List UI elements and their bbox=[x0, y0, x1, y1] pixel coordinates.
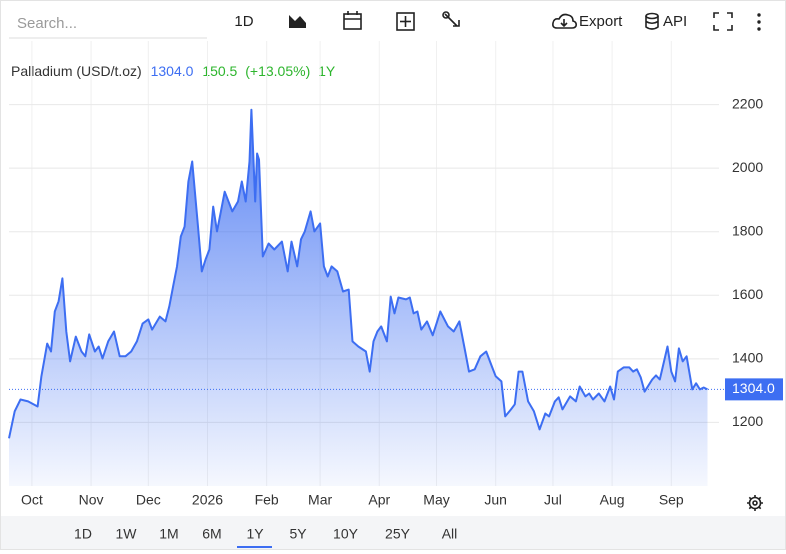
legend-change: 150.5 bbox=[202, 63, 237, 79]
fullscreen-button[interactable] bbox=[713, 12, 733, 31]
legend-period: 1Y bbox=[318, 63, 336, 79]
x-tick-label: Jul bbox=[544, 492, 562, 508]
current-value-label: 1304.0 bbox=[732, 380, 775, 396]
x-tick-label: Mar bbox=[308, 492, 332, 508]
range-bar bbox=[1, 516, 785, 549]
range-button[interactable]: 6M bbox=[202, 526, 221, 542]
api-button[interactable]: API bbox=[645, 12, 687, 30]
chart-type-button[interactable] bbox=[289, 15, 306, 28]
x-tick-label: Feb bbox=[255, 492, 279, 508]
chart-settings-button[interactable] bbox=[747, 495, 763, 511]
current-value-badge bbox=[725, 378, 783, 401]
legend-price: 1304.0 bbox=[151, 63, 194, 79]
compare-button[interactable] bbox=[396, 12, 415, 31]
range-button[interactable]: 25Y bbox=[385, 526, 411, 542]
menu-button[interactable] bbox=[757, 13, 761, 31]
y-tick-label: 1600 bbox=[732, 286, 763, 302]
legend-series: Palladium (USD/t.oz) bbox=[11, 63, 142, 79]
settings-tool-button[interactable] bbox=[442, 11, 460, 27]
range-button[interactable]: 1D bbox=[74, 526, 92, 542]
y-tick-label: 2200 bbox=[732, 95, 763, 111]
legend: Palladium (USD/t.oz) 1304.0 150.5 (+13.0… bbox=[11, 63, 336, 79]
export-button[interactable]: Export bbox=[552, 13, 623, 30]
range-button[interactable]: 1Y bbox=[246, 526, 264, 542]
api-label[interactable]: API bbox=[663, 13, 687, 30]
x-tick-label: May bbox=[423, 492, 449, 508]
x-tick-label: Jun bbox=[484, 492, 507, 508]
x-tick-label: Sep bbox=[659, 492, 684, 508]
y-tick-label: 1400 bbox=[732, 350, 763, 366]
range-button[interactable]: 1M bbox=[159, 526, 178, 542]
range-button[interactable]: 5Y bbox=[289, 526, 307, 542]
y-tick-label: 2000 bbox=[732, 159, 763, 175]
y-tick-label: 1200 bbox=[732, 413, 763, 429]
search-box[interactable]: Search... bbox=[17, 15, 77, 32]
x-tick-label: Aug bbox=[600, 492, 625, 508]
x-tick-label: Nov bbox=[79, 492, 104, 508]
export-label[interactable]: Export bbox=[579, 13, 623, 30]
x-tick-label: 2026 bbox=[192, 492, 223, 508]
range-button[interactable]: All bbox=[442, 526, 458, 542]
x-tick-label: Dec bbox=[136, 492, 161, 508]
calendar-button[interactable] bbox=[343, 11, 362, 30]
area bbox=[9, 109, 708, 486]
x-tick-label: Oct bbox=[21, 492, 43, 508]
range-selector: 1D 1W 1M 6M 1Y 5Y 10Y 25Y All bbox=[74, 526, 458, 548]
y-tick-label: 1800 bbox=[732, 222, 763, 238]
line bbox=[8, 108, 708, 439]
plot: Oct Nov Dec 2026 Feb Mar Apr May Jun Jul Aug Sep 120… bbox=[8, 41, 783, 508]
interval-button[interactable]: 1D bbox=[234, 13, 253, 30]
range-button[interactable]: 10Y bbox=[333, 526, 359, 542]
x-tick-label: Apr bbox=[368, 492, 390, 508]
range-button[interactable]: 1W bbox=[116, 526, 138, 542]
legend-change-pct: (+13.05%) bbox=[245, 63, 310, 79]
